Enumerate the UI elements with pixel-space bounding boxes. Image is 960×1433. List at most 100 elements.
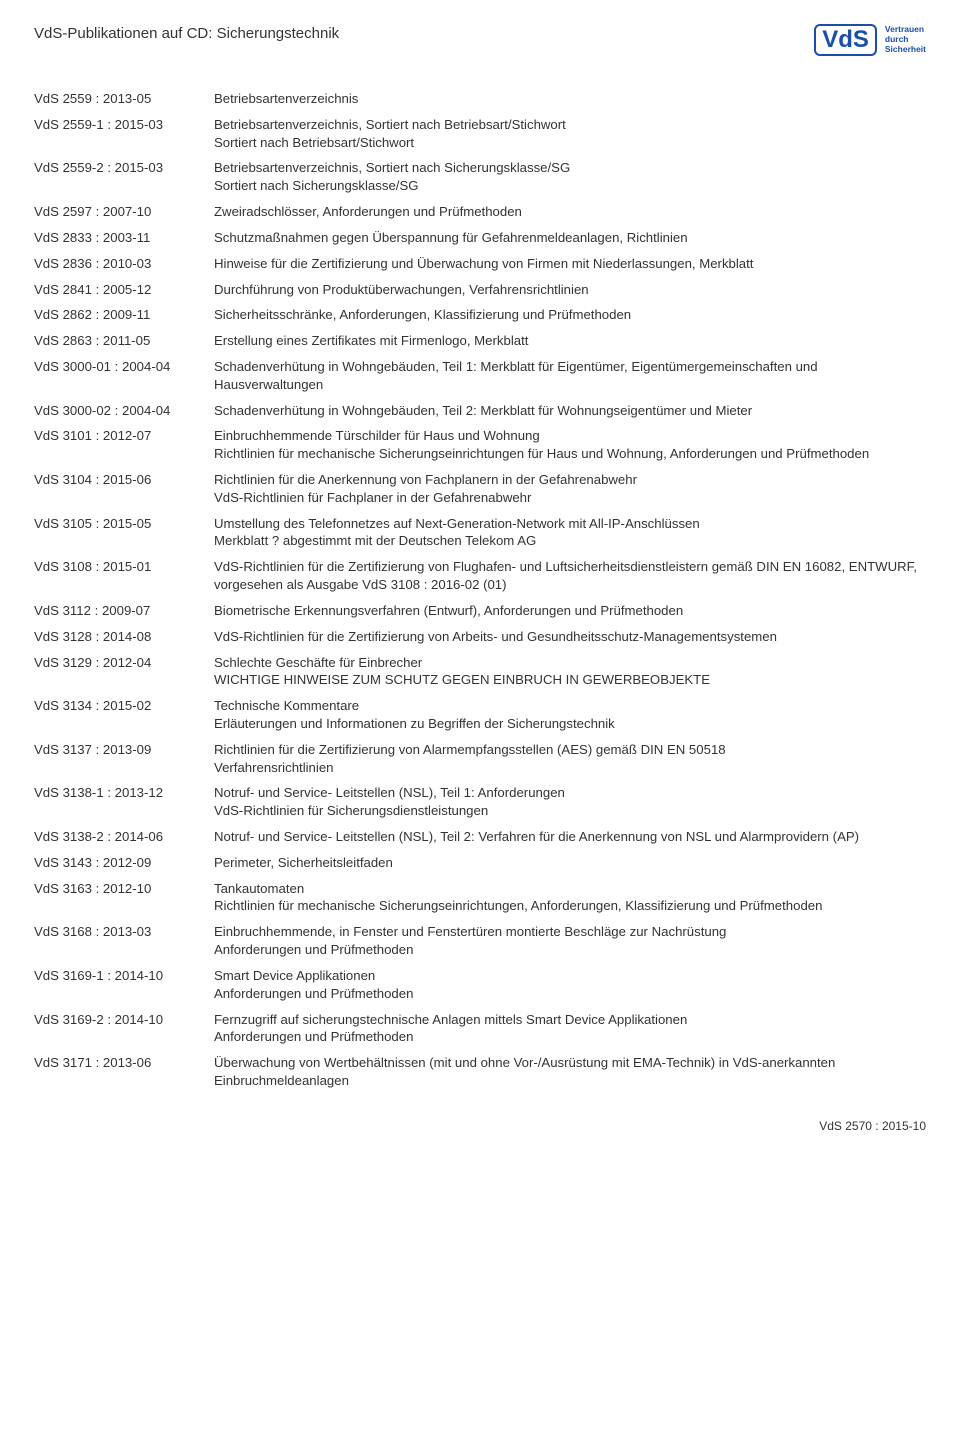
publication-entry: VdS 3112 : 2009-07Biometrische Erkennung… — [34, 602, 926, 620]
page-header: VdS-Publikationen auf CD: Sicherungstech… — [34, 24, 926, 56]
publication-description: Biometrische Erkennungsverfahren (Entwur… — [214, 602, 926, 620]
document-title: VdS-Publikationen auf CD: Sicherungstech… — [34, 24, 339, 44]
description-line: Sicherheitsschränke, Anforderungen, Klas… — [214, 306, 926, 324]
description-line: Betriebsartenverzeichnis, Sortiert nach … — [214, 159, 926, 177]
publication-description: Perimeter, Sicherheitsleitfaden — [214, 854, 926, 872]
publication-description: Umstellung des Telefonnetzes auf Next-Ge… — [214, 515, 926, 551]
publication-entry: VdS 3000-02 : 2004-04Schadenverhütung in… — [34, 402, 926, 420]
description-line: Betriebsartenverzeichnis — [214, 90, 926, 108]
description-line: Technische Kommentare — [214, 697, 926, 715]
publication-code: VdS 3138-2 : 2014-06 — [34, 828, 214, 846]
publication-code: VdS 3128 : 2014-08 — [34, 628, 214, 646]
description-line: WICHTIGE HINWEISE ZUM SCHUTZ GEGEN EINBR… — [214, 671, 926, 689]
publication-entry: VdS 3134 : 2015-02Technische KommentareE… — [34, 697, 926, 733]
description-line: Richtlinien für die Anerkennung von Fach… — [214, 471, 926, 489]
publication-code: VdS 2559-2 : 2015-03 — [34, 159, 214, 177]
publication-code: VdS 3169-2 : 2014-10 — [34, 1011, 214, 1029]
publication-description: Einbruchhemmende, in Fenster und Fenster… — [214, 923, 926, 959]
publication-entry: VdS 2863 : 2011-05Erstellung eines Zerti… — [34, 332, 926, 350]
publication-description: Richtlinien für die Zertifizierung von A… — [214, 741, 926, 777]
description-line: Schadenverhütung in Wohngebäuden, Teil 1… — [214, 358, 926, 394]
description-line: Zweiradschlösser, Anforderungen und Prüf… — [214, 203, 926, 221]
publication-code: VdS 3143 : 2012-09 — [34, 854, 214, 872]
publication-description: Betriebsartenverzeichnis, Sortiert nach … — [214, 159, 926, 195]
publication-code: VdS 3138-1 : 2013-12 — [34, 784, 214, 802]
publication-entry: VdS 3101 : 2012-07Einbruchhemmende Türsc… — [34, 427, 926, 463]
publication-list: VdS 2559 : 2013-05Betriebsartenverzeichn… — [34, 90, 926, 1090]
publication-code: VdS 3137 : 2013-09 — [34, 741, 214, 759]
publication-code: VdS 2836 : 2010-03 — [34, 255, 214, 273]
publication-code: VdS 2862 : 2009-11 — [34, 306, 214, 324]
description-line: Richtlinien für die Zertifizierung von A… — [214, 741, 926, 759]
publication-entry: VdS 3104 : 2015-06Richtlinien für die An… — [34, 471, 926, 507]
publication-description: Schlechte Geschäfte für EinbrecherWICHTI… — [214, 654, 926, 690]
description-line: Schadenverhütung in Wohngebäuden, Teil 2… — [214, 402, 926, 420]
publication-entry: VdS 2559-1 : 2015-03Betriebsartenverzeic… — [34, 116, 926, 152]
publication-entry: VdS 2559-2 : 2015-03Betriebsartenverzeic… — [34, 159, 926, 195]
publication-description: Technische KommentareErläuterungen und I… — [214, 697, 926, 733]
description-line: Betriebsartenverzeichnis, Sortiert nach … — [214, 116, 926, 134]
description-line: Einbruchhemmende, in Fenster und Fenster… — [214, 923, 926, 941]
publication-description: VdS-Richtlinien für die Zertifizierung v… — [214, 628, 926, 646]
description-line: Schutzmaßnahmen gegen Überspannung für G… — [214, 229, 926, 247]
description-line: Schlechte Geschäfte für Einbrecher — [214, 654, 926, 672]
description-line: Biometrische Erkennungsverfahren (Entwur… — [214, 602, 926, 620]
description-line: Anforderungen und Prüfmethoden — [214, 1028, 926, 1046]
description-line: Erstellung eines Zertifikates mit Firmen… — [214, 332, 926, 350]
publication-description: Notruf- und Service- Leitstellen (NSL), … — [214, 784, 926, 820]
publication-code: VdS 3134 : 2015-02 — [34, 697, 214, 715]
publication-code: VdS 3168 : 2013-03 — [34, 923, 214, 941]
publication-entry: VdS 3169-1 : 2014-10Smart Device Applika… — [34, 967, 926, 1003]
publication-entry: VdS 3171 : 2013-06Überwachung von Wertbe… — [34, 1054, 926, 1090]
publication-description: Schadenverhütung in Wohngebäuden, Teil 1… — [214, 358, 926, 394]
publication-code: VdS 3112 : 2009-07 — [34, 602, 214, 620]
logo-mark: VdS — [814, 24, 877, 56]
description-line: Merkblatt ? abgestimmt mit der Deutschen… — [214, 532, 926, 550]
publication-description: Überwachung von Wertbehältnissen (mit un… — [214, 1054, 926, 1090]
description-line: Anforderungen und Prüfmethoden — [214, 941, 926, 959]
description-line: Erläuterungen und Informationen zu Begri… — [214, 715, 926, 733]
publication-entry: VdS 2862 : 2009-11Sicherheitsschränke, A… — [34, 306, 926, 324]
publication-code: VdS 3171 : 2013-06 — [34, 1054, 214, 1072]
publication-entry: VdS 2836 : 2010-03Hinweise für die Zerti… — [34, 255, 926, 273]
publication-entry: VdS 3163 : 2012-10TankautomatenRichtlini… — [34, 880, 926, 916]
description-line: Richtlinien für mechanische Sicherungsei… — [214, 445, 926, 463]
description-line: VdS-Richtlinien für Sicherungsdienstleis… — [214, 802, 926, 820]
publication-code: VdS 2863 : 2011-05 — [34, 332, 214, 350]
description-line: VdS-Richtlinien für die Zertifizierung v… — [214, 558, 926, 594]
publication-description: Erstellung eines Zertifikates mit Firmen… — [214, 332, 926, 350]
description-line: Notruf- und Service- Leitstellen (NSL), … — [214, 784, 926, 802]
publication-code: VdS 3101 : 2012-07 — [34, 427, 214, 445]
publication-entry: VdS 3168 : 2013-03Einbruchhemmende, in F… — [34, 923, 926, 959]
publication-code: VdS 2597 : 2007-10 — [34, 203, 214, 221]
logo-tag-line-3: Sicherheit — [885, 44, 926, 54]
description-line: VdS-Richtlinien für Fachplaner in der Ge… — [214, 489, 926, 507]
description-line: Perimeter, Sicherheitsleitfaden — [214, 854, 926, 872]
publication-description: TankautomatenRichtlinien für mechanische… — [214, 880, 926, 916]
publication-code: VdS 2559-1 : 2015-03 — [34, 116, 214, 134]
publication-description: Schutzmaßnahmen gegen Überspannung für G… — [214, 229, 926, 247]
publication-entry: VdS 3169-2 : 2014-10Fernzugriff auf sich… — [34, 1011, 926, 1047]
description-line: Sortiert nach Sicherungsklasse/SG — [214, 177, 926, 195]
publication-description: Betriebsartenverzeichnis — [214, 90, 926, 108]
description-line: Richtlinien für mechanische Sicherungsei… — [214, 897, 926, 915]
logo-tagline: Vertrauen durch Sicherheit — [885, 25, 926, 54]
publication-code: VdS 3169-1 : 2014-10 — [34, 967, 214, 985]
publication-description: Smart Device ApplikationenAnforderungen … — [214, 967, 926, 1003]
publication-code: VdS 2841 : 2005-12 — [34, 281, 214, 299]
publication-description: Einbruchhemmende Türschilder für Haus un… — [214, 427, 926, 463]
publication-description: Zweiradschlösser, Anforderungen und Prüf… — [214, 203, 926, 221]
description-line: Überwachung von Wertbehältnissen (mit un… — [214, 1054, 926, 1090]
publication-description: Durchführung von Produktüberwachungen, V… — [214, 281, 926, 299]
publication-code: VdS 3105 : 2015-05 — [34, 515, 214, 533]
description-line: Smart Device Applikationen — [214, 967, 926, 985]
publication-description: Schadenverhütung in Wohngebäuden, Teil 2… — [214, 402, 926, 420]
publication-code: VdS 2559 : 2013-05 — [34, 90, 214, 108]
description-line: Notruf- und Service- Leitstellen (NSL), … — [214, 828, 926, 846]
description-line: Tankautomaten — [214, 880, 926, 898]
publication-entry: VdS 2841 : 2005-12Durchführung von Produ… — [34, 281, 926, 299]
publication-code: VdS 2833 : 2003-11 — [34, 229, 214, 247]
description-line: Verfahrensrichtlinien — [214, 759, 926, 777]
publication-entry: VdS 3105 : 2015-05Umstellung des Telefon… — [34, 515, 926, 551]
logo-tag-line-1: Vertrauen — [885, 24, 924, 34]
